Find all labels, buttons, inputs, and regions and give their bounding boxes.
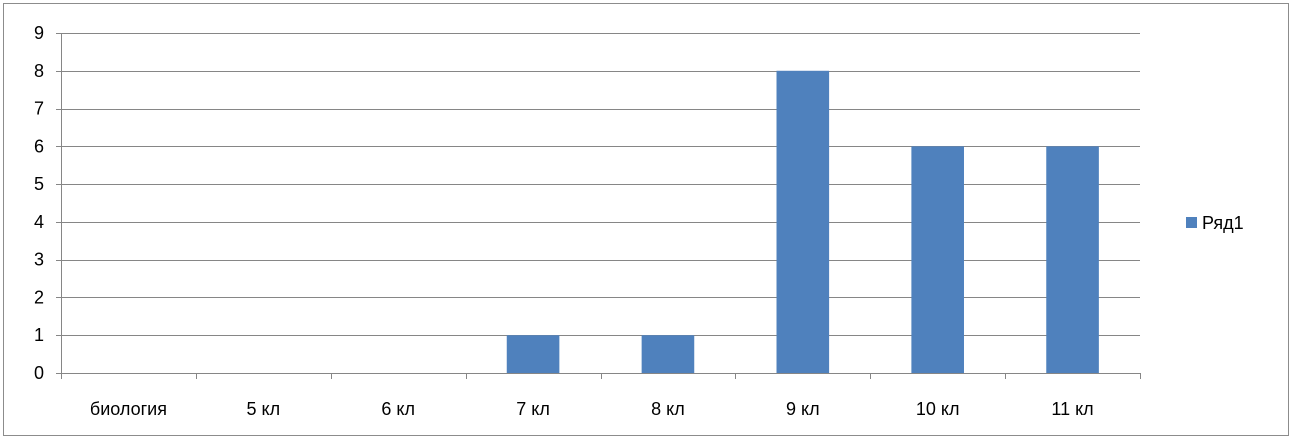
y-tick-label: 3 <box>34 250 44 270</box>
legend: Ряд1 <box>1186 213 1244 233</box>
gridlines <box>61 33 1140 336</box>
bar-5 <box>776 70 830 374</box>
bars <box>506 70 1099 374</box>
x-axis-tick-labels: биология 5 кл 6 кл 7 кл 8 кл 9 кл 10 кл 11 кл <box>90 399 1094 419</box>
bar-4 <box>641 335 695 373</box>
y-tick-label: 9 <box>34 23 44 43</box>
axes <box>56 33 1141 379</box>
y-axis-tick-labels: 0 1 2 3 4 5 6 7 8 9 <box>34 23 44 383</box>
y-tick-label: 0 <box>34 363 44 383</box>
y-tick-label: 4 <box>34 212 44 232</box>
y-tick-label: 8 <box>34 61 44 81</box>
bar-3 <box>506 335 560 373</box>
x-tick-label: 11 кл <box>1051 399 1093 419</box>
x-tick-label: биология <box>90 399 167 419</box>
x-tick-label: 7 кл <box>516 399 550 419</box>
x-tick-label: 8 кл <box>651 399 685 419</box>
y-tick-label: 6 <box>34 136 44 156</box>
x-tick-label: 10 кл <box>916 399 960 419</box>
y-tick-label: 1 <box>34 325 44 345</box>
y-tick-label: 2 <box>34 287 44 307</box>
x-tick-label: 5 кл <box>247 399 281 419</box>
legend-swatch <box>1186 217 1197 228</box>
x-tick-label: 6 кл <box>381 399 415 419</box>
bar-7 <box>1046 146 1099 373</box>
y-tick-label: 7 <box>34 99 44 119</box>
y-tick-label: 5 <box>34 174 44 194</box>
x-tick-label: 9 кл <box>786 399 820 419</box>
legend-label: Ряд1 <box>1202 213 1244 233</box>
bar-6 <box>911 146 964 373</box>
